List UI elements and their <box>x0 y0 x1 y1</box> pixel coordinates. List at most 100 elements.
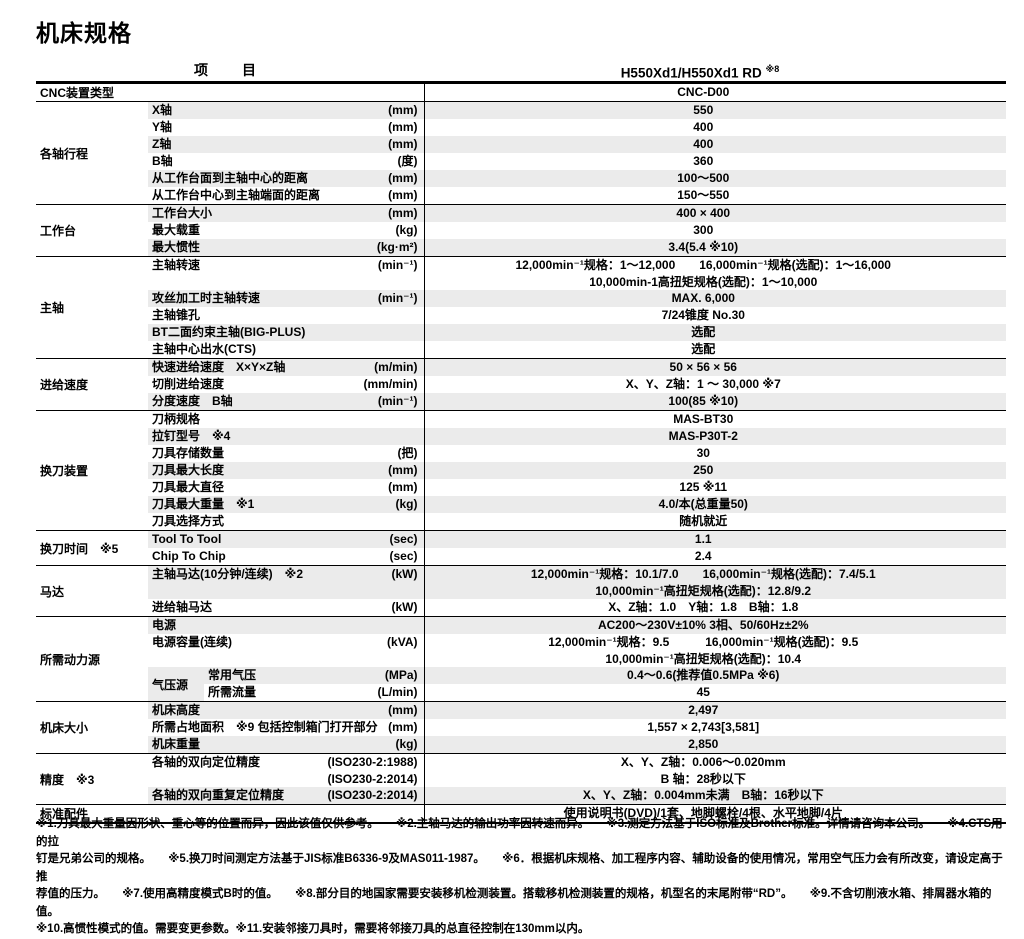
item-label: 进给轴马达 <box>152 600 213 614</box>
item-line: BT二面约束主轴(BIG-PLUS) <box>152 324 418 341</box>
item-value: 50 × 56 × 56 <box>423 358 1006 376</box>
item-cell: 刀具存储数量 (把) <box>148 445 424 462</box>
item-label: 主轴转速 <box>152 258 201 272</box>
item-value: 2,850 <box>423 736 1006 754</box>
category-cell: CNC装置类型 <box>36 82 424 102</box>
item-unit: (mm) <box>388 703 418 717</box>
item-line: 切削进给速度 (mm/min) <box>152 376 418 393</box>
item-unit: (mm) <box>388 206 418 220</box>
item-value: X、Z轴：1.0 Y轴：1.8 B轴：1.8 <box>423 599 1006 617</box>
category-cell: 工作台 <box>36 204 148 257</box>
item-line: 拉钉型号 ※4 <box>152 428 418 445</box>
item-cell: 刀具最大长度 (mm) <box>148 462 424 479</box>
item-cell: 攻丝加工时主轴转速 (min⁻¹) <box>148 290 424 307</box>
item-value: 300 <box>423 222 1006 239</box>
item-line: 最大惯性 (kg·m²) <box>152 239 418 256</box>
item-value: 7/24锥度 No.30 <box>423 307 1006 324</box>
spec-row: 所需占地面积 ※9 包括控制箱门打开部分 (mm) 1,557 × 2,743[3,… <box>36 719 1006 736</box>
value-line: 250 <box>693 463 714 478</box>
value-line: 50 × 56 × 56 <box>669 360 737 375</box>
value-line: 10,000min⁻¹高扭矩规格(选配)：12.8/9.2 <box>595 583 812 598</box>
item-cell: X轴 (mm) <box>148 101 424 119</box>
item-value: 400 <box>423 119 1006 136</box>
item-line: 电源 <box>152 617 418 634</box>
value-line: 100～500 <box>677 171 730 186</box>
item-line: B轴 (度) <box>152 153 418 170</box>
value-line: B 轴：28秒以下 <box>660 771 746 786</box>
value-line: 125 ※11 <box>679 480 728 495</box>
value-line: 选配 <box>691 325 716 340</box>
footnotes: ※1.刀具最大重量因形状、重心等的位置而异，因此该值仅供参考。 ※2.主轴马达的… <box>36 816 1008 939</box>
item-label: 工作台大小 <box>152 206 213 220</box>
item-value: MAS-BT30 <box>423 410 1006 428</box>
page-title: 机床规格 <box>36 14 132 48</box>
item-line: 刀具存储数量 (把) <box>152 445 418 462</box>
value-line: 随机就近 <box>679 514 728 529</box>
item-cell: 分度速度 B轴 (min⁻¹) <box>148 393 424 411</box>
spec-page: 机床规格 项 目 H550Xd1/H550Xd1 RD ※8 CNC装置类型 CN… <box>36 14 1006 935</box>
value-line: 3.4(5.4 ※10) <box>668 240 739 255</box>
item-value: 360 <box>423 153 1006 170</box>
item-label: 刀具存储数量 <box>152 446 225 460</box>
item-unit: (mm) <box>388 171 418 185</box>
value-line: 10,000min⁻¹高扭矩规格(选配)：10.4 <box>605 651 802 666</box>
item-value: 12,000min⁻¹规格：10.1/7.0 16,000min⁻¹规格(选配)… <box>423 565 1006 599</box>
item-line: Y轴 (mm) <box>152 119 418 136</box>
value-line: 0.4～0.6(推荐值0.5MPa ※6) <box>627 668 780 683</box>
spec-row: 主轴中心出水(CTS) 选配 <box>36 341 1006 359</box>
item-line: Z轴 (mm) <box>152 136 418 153</box>
item-cell: 刀具选择方式 <box>148 513 424 531</box>
item-line: 主轴转速 (min⁻¹) <box>152 257 418 274</box>
spec-row: 机床大小 机床高度 (mm) 2,497 <box>36 701 1006 754</box>
spec-row: 主轴锥孔 7/24锥度 No.30 <box>36 307 1006 324</box>
item-cell: 主轴中心出水(CTS) <box>148 341 424 359</box>
item-value: 2.4 <box>423 548 1006 566</box>
item-value: 2,497 <box>423 701 1006 719</box>
item-line: 主轴马达(10分钟/连续) ※2 (kW) <box>152 566 418 583</box>
header-model-label: H550Xd1/H550Xd1 RD ※8 <box>424 64 1006 81</box>
value-line: 150～550 <box>677 188 730 203</box>
item-unit: (kVA) <box>387 635 418 649</box>
item-line: 电源容量(连续) (kVA) <box>152 634 418 651</box>
item-line: Tool To Tool (sec) <box>152 531 418 548</box>
value-line: 300 <box>693 223 714 238</box>
item-unit: (MPa) <box>384 668 418 682</box>
item-label: 常用气压 <box>208 668 257 682</box>
item-value: 随机就近 <box>423 513 1006 531</box>
value-line: 550 <box>693 103 714 118</box>
item-value: 3.4(5.4 ※10) <box>423 239 1006 257</box>
value-line: 10,000min-1高扭矩规格(选配)：1～10,000 <box>589 274 818 289</box>
spec-row: BT二面约束主轴(BIG-PLUS) 选配 <box>36 324 1006 341</box>
item-unit: (度) <box>397 154 418 168</box>
item-label: BT二面约束主轴(BIG-PLUS) <box>152 325 306 339</box>
value-line: 45 <box>696 685 710 700</box>
item-cell: 常用气压 (MPa) <box>204 667 424 684</box>
value-line: 400 × 400 <box>676 206 731 221</box>
item-label: 从工作台面到主轴中心的距离 <box>152 171 309 185</box>
item-label: 最大惯性 <box>152 240 201 254</box>
item-line: 快速进给速度 X×Y×Z轴 (m/min) <box>152 359 418 376</box>
item-value: 12,000min⁻¹规格：1～12,000 16,000min⁻¹规格(选配)… <box>423 256 1006 290</box>
spec-row: 刀具存储数量 (把) 30 <box>36 445 1006 462</box>
item-cell: 从工作台面到主轴中心的距离 (mm) <box>148 170 424 187</box>
item-cell: 各轴的双向重复定位精度 (ISO230-2:2014) <box>148 787 424 805</box>
item-unit: (mm) <box>388 103 418 117</box>
item-value: 400 × 400 <box>423 204 1006 222</box>
item-value: 45 <box>423 684 1006 702</box>
spec-row: 换刀装置 刀柄规格 MAS-BT30 <box>36 410 1006 531</box>
item-line: (ISO230-2:2014) <box>152 771 417 788</box>
item-unit: (kg·m²) <box>376 240 418 254</box>
item-value: 150～550 <box>423 187 1006 205</box>
item-line: 各轴的双向定位精度 (ISO230-2:1988) <box>152 754 418 771</box>
item-unit: (m/min) <box>374 360 418 374</box>
item-label: 机床高度 <box>152 703 201 717</box>
item-label: 刀具选择方式 <box>152 514 225 528</box>
item-value: MAS-P30T-2 <box>423 428 1006 445</box>
category-cell: 精度 ※3 <box>36 753 148 805</box>
spec-row: 所需流量 (L/min) 45 <box>36 684 1006 702</box>
item-line: 刀具最大长度 (mm) <box>152 462 418 479</box>
value-line: MAS-P30T-2 <box>668 429 738 444</box>
item-value: CNC-D00 <box>423 82 1006 102</box>
item-cell: 主轴转速 (min⁻¹) <box>148 256 424 290</box>
item-unit: (kW) <box>391 600 418 614</box>
